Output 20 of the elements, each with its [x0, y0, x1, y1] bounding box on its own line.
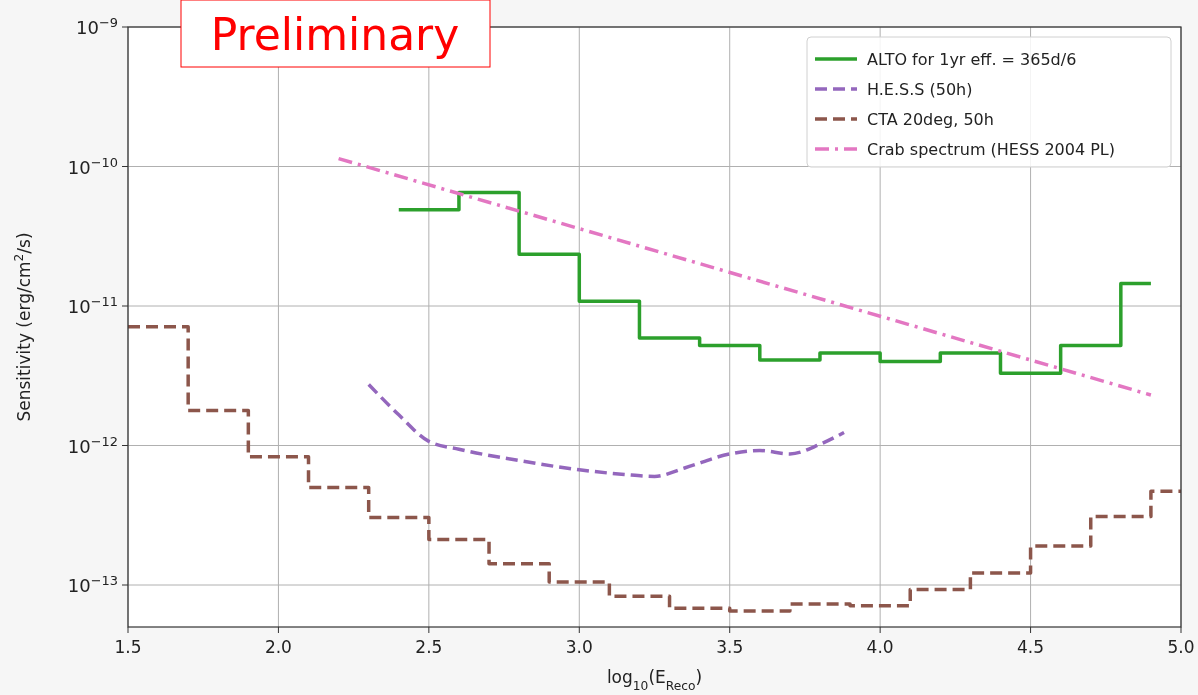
x-axis-title: log$_{10}$(E$_{Reco}$)	[606, 667, 703, 693]
y-tick-label: 10$^{−12}$	[67, 433, 118, 457]
y-tick-label: 10$^{−10}$	[67, 154, 118, 178]
x-tick-label: 3.5	[716, 637, 744, 657]
y-tick-label: 10$^{−11}$	[67, 293, 118, 317]
legend-label: ALTO for 1yr eff. = 365d/6	[867, 50, 1077, 69]
y-tick-label: 10$^{−13}$	[67, 572, 118, 597]
x-tick-label: 5.0	[1167, 637, 1195, 657]
annotation: Preliminary	[210, 9, 460, 60]
legend-label: CTA 20deg, 50h	[867, 110, 994, 129]
x-tick-label: 1.5	[114, 637, 142, 657]
x-tick-label: 2.0	[264, 637, 292, 657]
x-tick-label: 3.0	[565, 637, 593, 657]
x-tick-label: 4.0	[866, 637, 894, 657]
x-tick-label: 2.5	[415, 637, 443, 657]
y-tick-label: 10$^{−9}$	[75, 14, 118, 38]
line-series	[366, 382, 846, 479]
legend-label: H.E.S.S (50h)	[867, 80, 973, 99]
x-tick-label: 4.5	[1017, 637, 1045, 657]
legend-label: Crab spectrum (HESS 2004 PL)	[867, 140, 1115, 159]
